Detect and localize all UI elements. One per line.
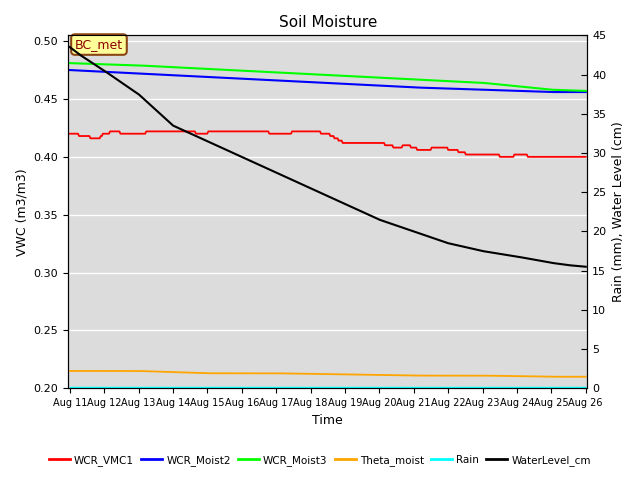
Legend: WCR_VMC1, WCR_Moist2, WCR_Moist3, Theta_moist, Rain, WaterLevel_cm: WCR_VMC1, WCR_Moist2, WCR_Moist3, Theta_… xyxy=(45,451,595,470)
Y-axis label: Rain (mm), Water Level (cm): Rain (mm), Water Level (cm) xyxy=(612,121,625,302)
Y-axis label: VWC (m3/m3): VWC (m3/m3) xyxy=(15,168,28,256)
Title: Soil Moisture: Soil Moisture xyxy=(278,15,377,30)
Text: BC_met: BC_met xyxy=(75,38,123,51)
X-axis label: Time: Time xyxy=(312,414,343,427)
